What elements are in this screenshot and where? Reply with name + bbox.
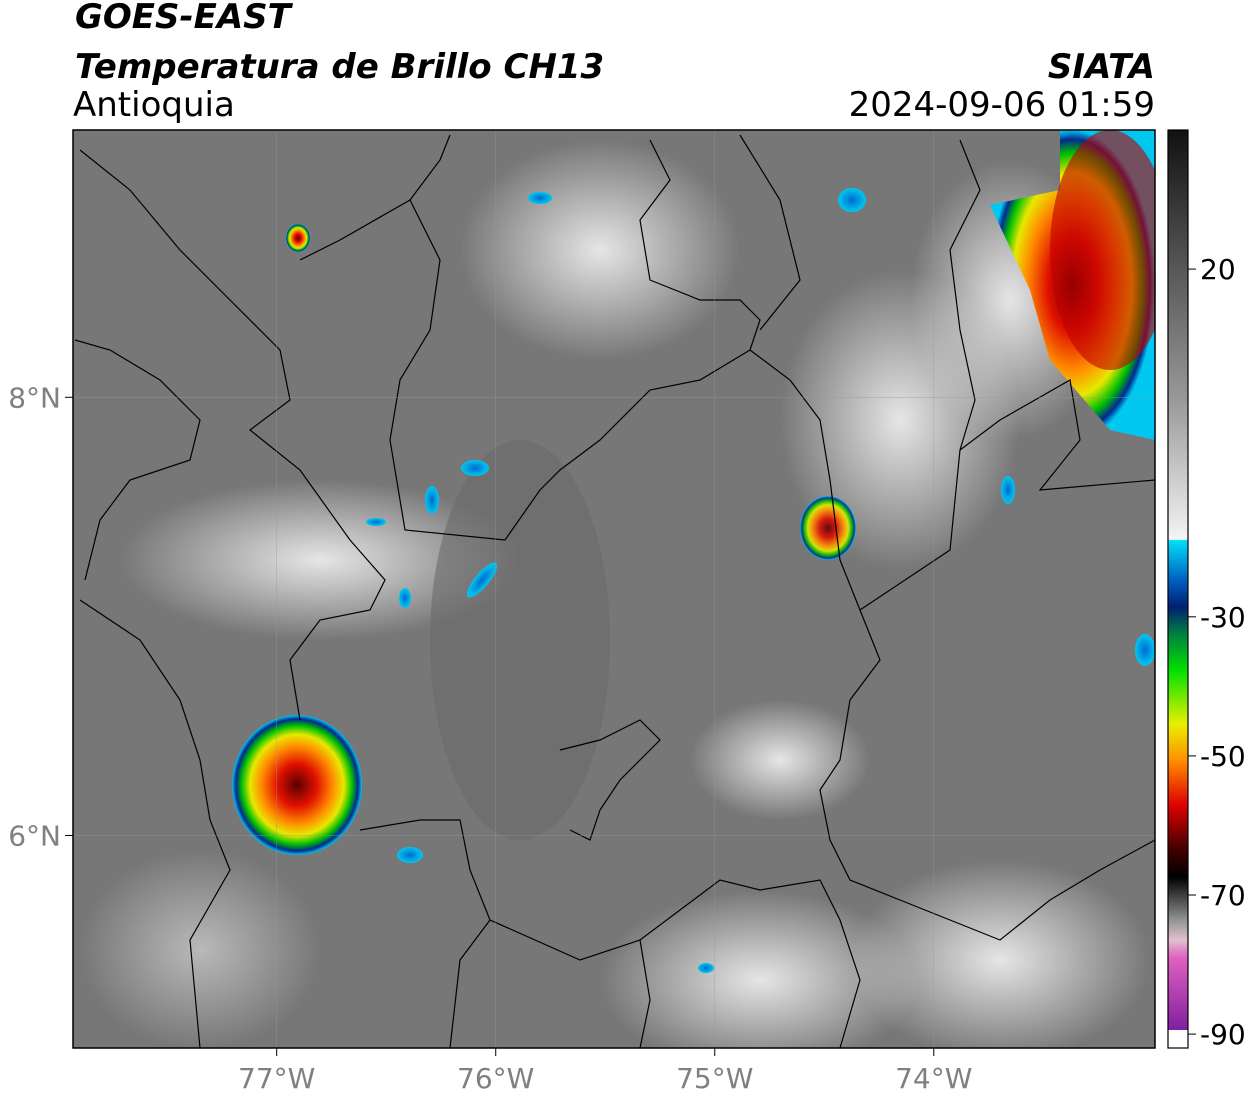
colorbar-label: -50	[1200, 740, 1246, 773]
x-tick-label: 75°W	[676, 1062, 753, 1095]
colorbar-label: -90	[1200, 1018, 1246, 1051]
colorbar	[1168, 130, 1188, 1030]
map-frame	[72, 129, 1156, 1049]
x-tick-label: 77°W	[238, 1062, 315, 1095]
colorbar-extension	[1168, 1030, 1188, 1048]
satellite-image	[73, 130, 1155, 1048]
colorbar-label: -30	[1200, 601, 1246, 634]
x-tick-label: 74°W	[895, 1062, 972, 1095]
borders	[74, 134, 1155, 1048]
colorbar-label: 20	[1200, 253, 1236, 286]
datetime: 2024-09-06 01:59	[849, 85, 1155, 125]
source: SIATA	[1048, 47, 1155, 87]
colorbar-label: -70	[1200, 879, 1246, 912]
subtitle: Temperatura de Brillo CH13	[75, 47, 604, 87]
graticule	[73, 130, 1155, 1048]
y-tick-label: 8°N	[8, 381, 61, 414]
region: Antioquia	[73, 85, 235, 125]
colorbar-frame	[1167, 129, 1189, 1049]
x-tick-label: 76°W	[457, 1062, 534, 1095]
title: GOES-EAST	[75, 0, 294, 37]
y-tick-label: 6°N	[8, 819, 61, 852]
